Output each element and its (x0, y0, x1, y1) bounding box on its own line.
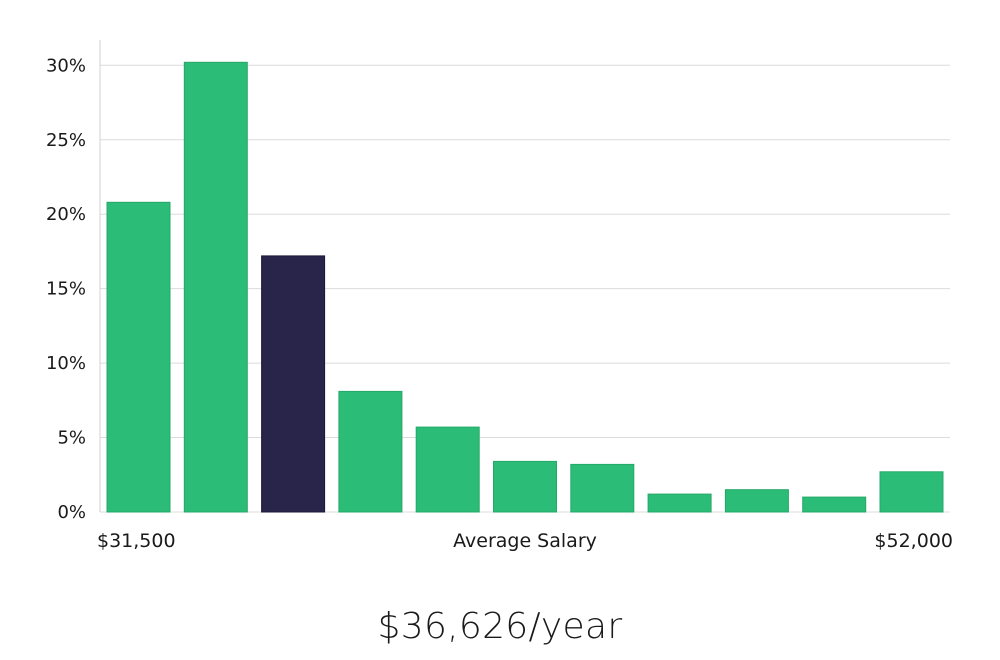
y-tick-label: 5% (57, 428, 86, 449)
x-min-label: $31,500 (97, 530, 176, 552)
x-max-label: $52,000 (874, 530, 953, 552)
y-tick-labels: 0% 5% 10% 15% 20% 25% 30% (46, 55, 86, 523)
bar (493, 460, 557, 513)
bar (415, 426, 480, 513)
x-axis-title: Average Salary (453, 530, 597, 552)
bar (724, 489, 789, 513)
bar (183, 61, 248, 513)
y-tick-label: 10% (46, 353, 86, 374)
average-salary-value: $36,626/year (377, 606, 623, 647)
y-tick-label: 0% (57, 502, 86, 523)
y-tick-label: 25% (46, 130, 86, 151)
salary-distribution-chart: 0% 5% 10% 15% 20% 25% 30% $31,500 Average Sala… (46, 40, 953, 552)
y-tick-label: 15% (46, 279, 86, 300)
bar (570, 463, 635, 513)
bar (338, 390, 403, 513)
y-tick-label: 30% (46, 55, 86, 76)
bar (106, 201, 171, 513)
bar (879, 471, 944, 513)
bar (647, 493, 712, 513)
bars (106, 61, 944, 513)
bar-highlighted (261, 255, 326, 513)
y-tick-label: 20% (46, 204, 86, 225)
bar (802, 496, 867, 513)
